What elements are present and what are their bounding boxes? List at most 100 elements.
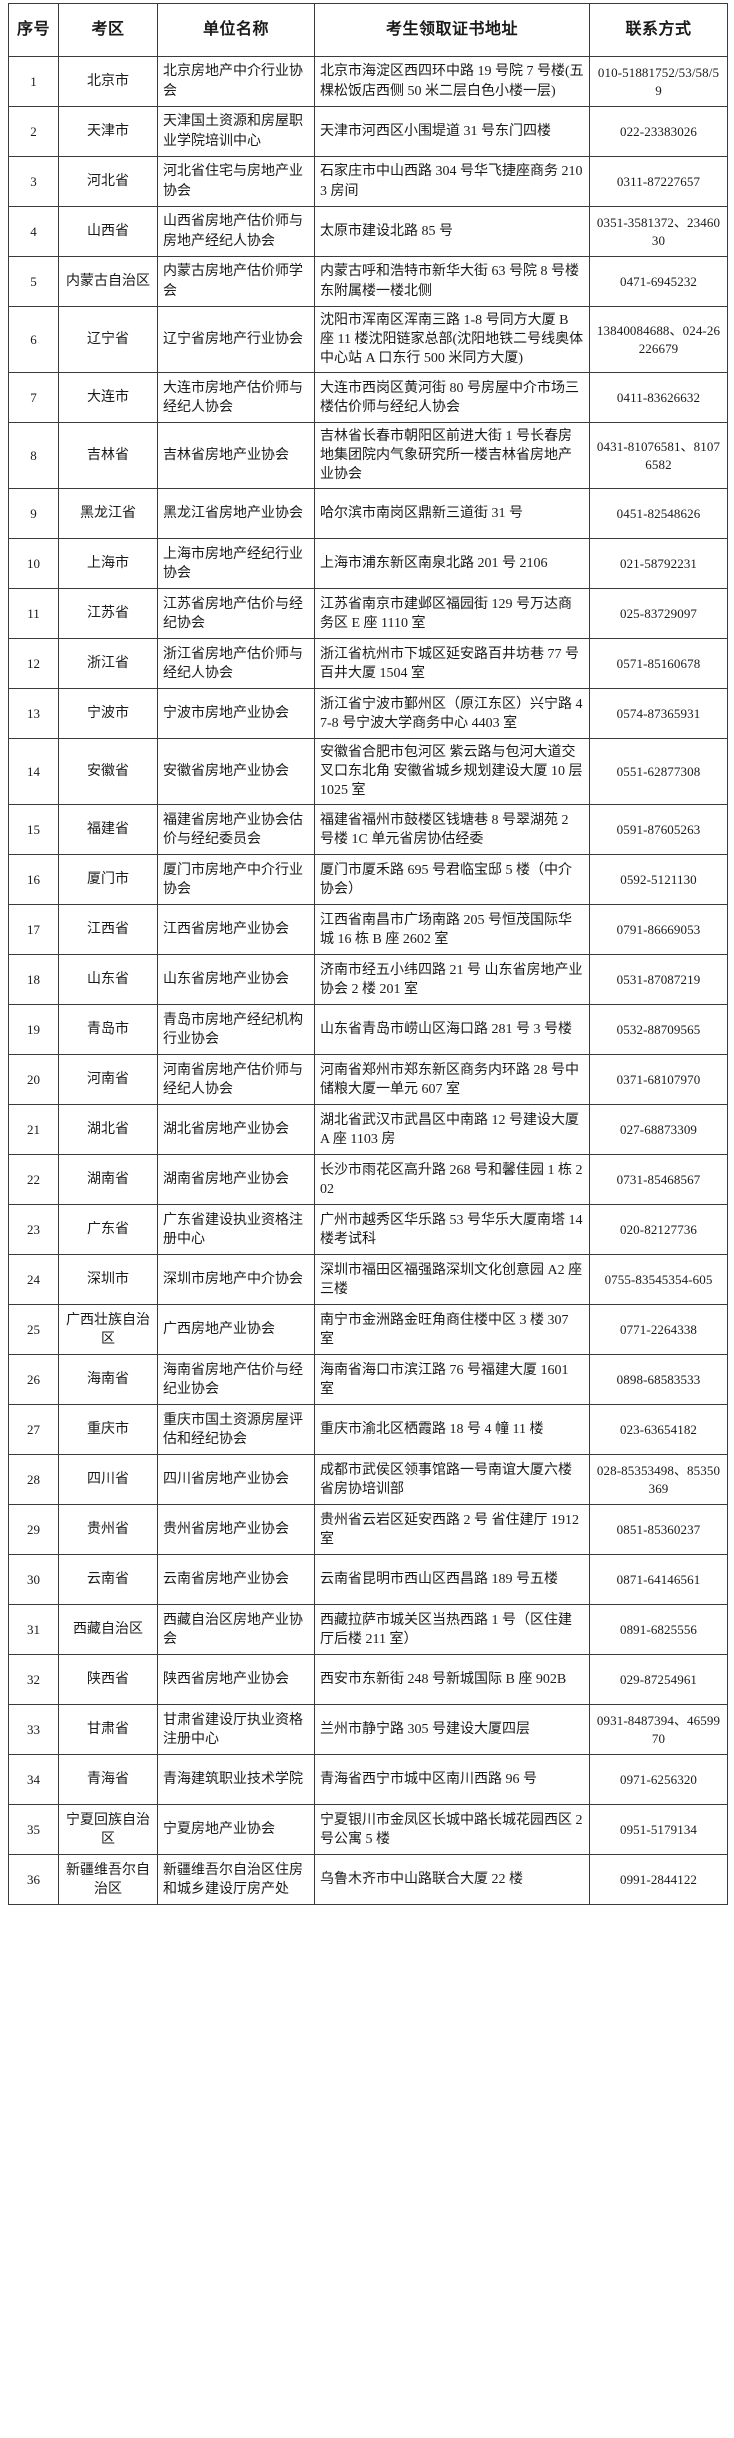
cell-phone[interactable]: 0592-5121130 xyxy=(589,854,728,906)
cell-address: 大连市西岗区黄河街 80 号房屋中介市场三楼估价师与经纪人协会 xyxy=(314,372,590,424)
cell-phone[interactable]: 0371-68107970 xyxy=(589,1054,728,1106)
cell-unit: 内蒙古房地产估价师学会 xyxy=(157,256,315,307)
cell-unit: 四川省房地产业协会 xyxy=(157,1454,315,1506)
cell-address: 济南市经五小纬四路 21 号 山东省房地产业协会 2 楼 201 室 xyxy=(314,954,590,1006)
cell-phone[interactable]: 0551-62877308 xyxy=(589,738,728,806)
cell-address: 上海市浦东新区南泉北路 201 号 2106 xyxy=(314,538,590,590)
cell-phone[interactable]: 0591-87605263 xyxy=(589,804,728,856)
table-row: 15 福建省 福建省房地产业协会估价与经纪委员会 福建省福州市鼓楼区钱塘巷 8 号翠湖… xyxy=(8,804,728,856)
cell-seq: 24 xyxy=(8,1254,59,1306)
table-row: 6 辽宁省 辽宁省房地产行业协会 沈阳市浑南区浑南三路 1-8 号同方大厦 B 座 1… xyxy=(8,305,728,374)
cell-seq: 8 xyxy=(8,422,59,490)
cell-address: 山东省青岛市崂山区海口路 281 号 3 号楼 xyxy=(314,1004,590,1056)
table-row: 5 内蒙古自治区 内蒙古房地产估价师学会 内蒙古呼和浩特市新华大街 63 号院 8 号… xyxy=(8,256,728,307)
cell-unit: 云南省房地产业协会 xyxy=(157,1554,315,1606)
cell-phone[interactable]: 0971-6256320 xyxy=(589,1754,728,1806)
column-header-region: 考区 xyxy=(58,3,158,57)
cell-phone[interactable]: 0755-83545354-605 xyxy=(589,1254,728,1306)
cell-address: 海南省海口市滨江路 76 号福建大厦 1601 室 xyxy=(314,1354,590,1406)
cell-phone[interactable]: 0871-64146561 xyxy=(589,1554,728,1606)
cell-seq: 17 xyxy=(8,904,59,956)
cell-phone[interactable]: 022-23383026 xyxy=(589,106,728,157)
cell-phone[interactable]: 0431-81076581、81076582 xyxy=(589,422,728,490)
cell-unit: 深圳市房地产中介协会 xyxy=(157,1254,315,1306)
cell-phone[interactable]: 028-85353498、85350369 xyxy=(589,1454,728,1506)
cell-phone[interactable]: 0574-87365931 xyxy=(589,688,728,740)
cell-phone[interactable]: 0898-68583533 xyxy=(589,1354,728,1406)
cell-region: 贵州省 xyxy=(58,1504,158,1556)
cell-phone[interactable]: 0531-87087219 xyxy=(589,954,728,1006)
cell-unit: 安徽省房地产业协会 xyxy=(157,738,315,806)
cell-unit: 辽宁省房地产行业协会 xyxy=(157,305,315,374)
cell-seq: 23 xyxy=(8,1204,59,1256)
cell-phone[interactable]: 13840084688、024-26226679 xyxy=(589,305,728,374)
cell-seq: 25 xyxy=(8,1304,59,1356)
cell-unit: 山东省房地产业协会 xyxy=(157,954,315,1006)
table-row: 35 宁夏回族自治区 宁夏房地产业协会 宁夏银川市金凤区长城中路长城花园西区 2 号公… xyxy=(8,1804,728,1856)
column-header-phone: 联系方式 xyxy=(589,3,728,57)
table-row: 8 吉林省 吉林省房地产业协会 吉林省长春市朝阳区前进大街 1 号长春房地集团院内气象… xyxy=(8,422,728,490)
cell-region: 吉林省 xyxy=(58,422,158,490)
table-row: 20 河南省 河南省房地产估价师与经纪人协会 河南省郑州市郑东新区商务内环路 28 号… xyxy=(8,1054,728,1106)
cell-region: 青岛市 xyxy=(58,1004,158,1056)
table-row: 14 安徽省 安徽省房地产业协会 安徽省合肥市包河区 紫云路与包河大道交叉口东北角 安… xyxy=(8,738,728,806)
cell-phone[interactable]: 029-87254961 xyxy=(589,1654,728,1706)
cell-address: 深圳市福田区福强路深圳文化创意园 A2 座三楼 xyxy=(314,1254,590,1306)
cell-unit: 湖南省房地产业协会 xyxy=(157,1154,315,1206)
cell-phone[interactable]: 025-83729097 xyxy=(589,588,728,640)
cell-seq: 29 xyxy=(8,1504,59,1556)
cell-phone[interactable]: 0351-3581372、2346030 xyxy=(589,206,728,257)
cell-phone[interactable]: 010-51881752/53/58/59 xyxy=(589,56,728,107)
cell-phone[interactable]: 020-82127736 xyxy=(589,1204,728,1256)
cell-address: 西藏拉萨市城关区当热西路 1 号（区住建厅后楼 211 室） xyxy=(314,1604,590,1656)
cell-unit: 吉林省房地产业协会 xyxy=(157,422,315,490)
cell-seq: 19 xyxy=(8,1004,59,1056)
cell-unit: 湖北省房地产业协会 xyxy=(157,1104,315,1156)
certificate-pickup-table: 序号 考区 单位名称 考生领取证书地址 联系方式 1 北京市 北京房地产中介行业协会… xyxy=(8,3,728,1906)
cell-unit: 重庆市国土资源房屋评估和经纪协会 xyxy=(157,1404,315,1456)
cell-phone[interactable]: 0451-82548626 xyxy=(589,488,728,540)
cell-seq: 1 xyxy=(8,56,59,107)
cell-phone[interactable]: 0991-2844122 xyxy=(589,1854,728,1906)
cell-region: 青海省 xyxy=(58,1754,158,1806)
table-row: 12 浙江省 浙江省房地产估价师与经纪人协会 浙江省杭州市下城区延安路百井坊巷 77 … xyxy=(8,638,728,690)
table-row: 10 上海市 上海市房地产经纪行业协会 上海市浦东新区南泉北路 201 号 2106 0… xyxy=(8,538,728,590)
cell-phone[interactable]: 027-68873309 xyxy=(589,1104,728,1156)
cell-phone[interactable]: 0471-6945232 xyxy=(589,256,728,307)
cell-phone[interactable]: 023-63654182 xyxy=(589,1404,728,1456)
cell-phone[interactable]: 0311-87227657 xyxy=(589,156,728,207)
cell-phone[interactable]: 0532-88709565 xyxy=(589,1004,728,1056)
cell-phone[interactable]: 0791-86669053 xyxy=(589,904,728,956)
cell-region: 河北省 xyxy=(58,156,158,207)
table-row: 36 新疆维吾尔自治区 新疆维吾尔自治区住房和城乡建设厅房产处 乌鲁木齐市中山路联合大… xyxy=(8,1854,728,1906)
cell-address: 广州市越秀区华乐路 53 号华乐大厦南塔 14 楼考试科 xyxy=(314,1204,590,1256)
table-row: 9 黑龙江省 黑龙江省房地产业协会 哈尔滨市南岗区鼎新三道街 31 号 0451-825… xyxy=(8,488,728,540)
cell-phone[interactable]: 0891-6825556 xyxy=(589,1604,728,1656)
table-row: 33 甘肃省 甘肃省建设厅执业资格注册中心 兰州市静宁路 305 号建设大厦四层 093… xyxy=(8,1704,728,1756)
table-row: 22 湖南省 湖南省房地产业协会 长沙市雨花区高升路 268 号和馨佳园 1 栋 20… xyxy=(8,1154,728,1206)
cell-phone[interactable]: 021-58792231 xyxy=(589,538,728,590)
cell-seq: 13 xyxy=(8,688,59,740)
cell-address: 浙江省杭州市下城区延安路百井坊巷 77 号百井大厦 1504 室 xyxy=(314,638,590,690)
cell-address: 厦门市厦禾路 695 号君临宝邸 5 楼（中介协会） xyxy=(314,854,590,906)
cell-phone[interactable]: 0931-8487394、4659970 xyxy=(589,1704,728,1756)
cell-unit: 宁波市房地产业协会 xyxy=(157,688,315,740)
cell-unit: 海南省房地产估价与经纪业协会 xyxy=(157,1354,315,1406)
table-row: 23 广东省 广东省建设执业资格注册中心 广州市越秀区华乐路 53 号华乐大厦南塔 1… xyxy=(8,1204,728,1256)
cell-seq: 15 xyxy=(8,804,59,856)
table-row: 13 宁波市 宁波市房地产业协会 浙江省宁波市鄞州区（原江东区）兴宁路 47-8 号宁… xyxy=(8,688,728,740)
cell-phone[interactable]: 0571-85160678 xyxy=(589,638,728,690)
cell-unit: 青海建筑职业技术学院 xyxy=(157,1754,315,1806)
cell-seq: 7 xyxy=(8,372,59,424)
table-row: 34 青海省 青海建筑职业技术学院 青海省西宁市城中区南川西路 96 号 0971-62… xyxy=(8,1754,728,1806)
cell-unit: 广东省建设执业资格注册中心 xyxy=(157,1204,315,1256)
cell-phone[interactable]: 0731-85468567 xyxy=(589,1154,728,1206)
cell-phone[interactable]: 0771-2264338 xyxy=(589,1304,728,1356)
cell-region: 辽宁省 xyxy=(58,305,158,374)
table-row: 32 陕西省 陕西省房地产业协会 西安市东新街 248 号新城国际 B 座 902B 0… xyxy=(8,1654,728,1706)
cell-seq: 20 xyxy=(8,1054,59,1106)
cell-phone[interactable]: 0851-85360237 xyxy=(589,1504,728,1556)
cell-address: 太原市建设北路 85 号 xyxy=(314,206,590,257)
cell-phone[interactable]: 0951-5179134 xyxy=(589,1804,728,1856)
cell-phone[interactable]: 0411-83626632 xyxy=(589,372,728,424)
